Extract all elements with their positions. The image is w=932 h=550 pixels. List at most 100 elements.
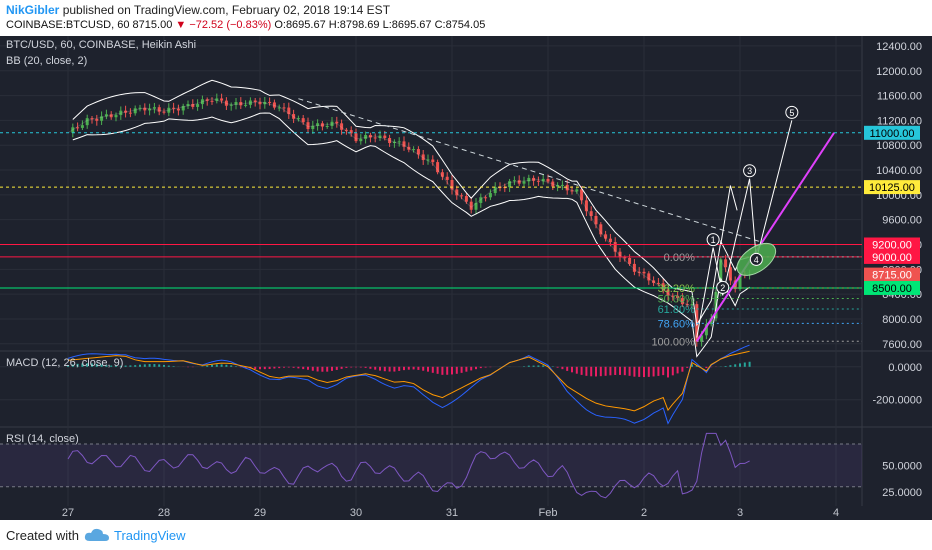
rsi-tick-label: 50.0000 [882,460,922,472]
candle-body [440,172,444,177]
candle-body [325,125,329,127]
level-badge-label: 8715.00 [872,270,912,282]
price-tick-label: 12400.00 [876,41,922,53]
candle-body [560,184,564,186]
price-tick-label: 11200.00 [877,115,922,127]
candle-body [95,118,99,121]
time-axis[interactable]: 27 28 29 30 31 Feb 2 3 4 [62,507,839,519]
candle-body [181,105,185,111]
candle-body [162,111,166,113]
publish-line: NikGibler published on TradingView.com, … [6,3,390,17]
candle-body [388,137,392,144]
candle-body [340,123,344,130]
rsi-tick-label: 25.0000 [882,487,922,499]
candle-body [306,122,310,130]
candle-body [599,224,603,235]
price-change: ▼ −72.52 (−0.83%) [175,19,272,31]
candle-body [128,112,132,114]
candle-body [464,196,468,202]
level-badge [864,280,920,295]
candle-body [618,251,622,258]
x-tick-label: Feb [539,507,558,519]
candle-body [661,283,665,290]
candle-body [80,125,84,128]
candle-body [143,107,147,111]
candle-body [268,101,272,103]
rsi-line [67,432,750,499]
chart-canvas[interactable]: 0.00% 38.20%50.00%61.80% 78.60% 100.00% 1 2 3 4… [0,36,932,520]
candle-body [589,211,593,216]
candle-body [296,118,300,120]
x-tick-label: 27 [62,507,74,519]
candle-body [580,189,584,201]
candle-body [628,257,632,264]
x-tick-label: 4 [833,507,839,519]
level-badge [864,125,920,140]
candle-body [196,104,200,107]
candle-body [551,181,555,187]
author-link[interactable]: NikGibler [6,3,60,17]
candle-body [522,181,526,184]
tradingview-cloud-icon [84,527,110,548]
pane-label: RSI (14, close) [6,433,79,445]
candle-body [508,181,512,188]
candle-body [517,180,521,184]
candle-body [148,108,152,111]
candle-body [690,304,694,306]
candle-body [474,202,478,210]
candle-body [416,149,420,155]
fib-label: 100.00% [651,336,695,348]
level-badge [864,267,920,282]
level-badge-label: 11000.00 [869,128,914,140]
pane-label: BB (20, close, 2) [6,55,87,67]
fib-label: 38.20% [658,283,696,295]
candle-body [541,178,545,182]
candle-body [460,195,464,197]
candle-body [431,159,435,163]
candle-body [575,189,579,192]
price-tick-label: 12000.00 [876,66,922,78]
candle-body [378,135,382,138]
price-axis[interactable]: 12400.00 12000.00 11600.00 11200.00 10800.00… [864,41,922,499]
fib-label: 78.60% [658,318,696,330]
candle-body [344,129,348,131]
macd-pane[interactable] [67,344,751,425]
candle-body [728,267,732,281]
candle-body [248,100,252,105]
candle-body [368,134,372,138]
candle-body [85,118,89,126]
wave-label: 2 [720,283,725,293]
rsi-pane[interactable] [0,432,862,499]
candle-body [172,107,176,109]
candle-body [623,257,627,259]
candle-body [205,99,209,101]
last-price: 8715.00 [132,19,173,31]
pane-label: MACD (12, 26, close, 9) [6,357,123,369]
rsi-band [0,444,862,487]
candle-body [109,114,113,118]
candle-body [488,193,492,198]
candle-body [364,134,368,139]
candle-body [421,154,425,161]
candle-body [512,180,516,182]
candle-body [647,273,651,281]
candle-body [532,177,536,181]
candle-body [484,197,488,199]
price-pane[interactable]: 0.00% 38.20%50.00%61.80% 78.60% 100.00% 1 2 3 4… [0,79,862,358]
candle-body [704,324,708,336]
candle-body [349,130,353,134]
wave-marker [716,280,730,294]
candle-body [330,121,334,126]
level-badge-label: 8500.00 [872,283,912,295]
wave-label: 1 [711,235,716,245]
candle-body [412,149,416,151]
candle-body [685,304,689,306]
candle-body [700,335,704,342]
wave-marker [749,252,763,266]
signal-line [67,350,750,412]
candle-body [258,102,262,105]
fib-label: 0.00% [664,252,695,264]
candle-body [76,127,80,129]
tradingview-link[interactable]: TradingView [114,528,186,543]
candle-body [584,200,588,212]
